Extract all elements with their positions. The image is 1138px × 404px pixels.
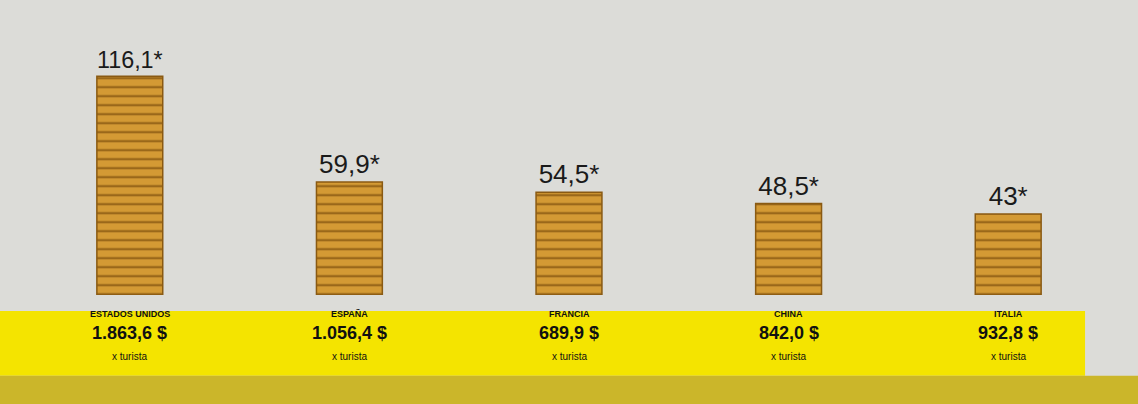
svg-text:48,5*: 48,5* [758,171,819,201]
svg-text:54,5*: 54,5* [539,159,600,189]
svg-text:x turista: x turista [332,351,367,362]
svg-text:CHINA: CHINA [774,309,803,319]
svg-text:1.863,6 $: 1.863,6 $ [92,323,167,343]
svg-text:689,9 $: 689,9 $ [539,323,599,343]
svg-text:ESPAÑA: ESPAÑA [331,309,368,319]
svg-text:932,8 $: 932,8 $ [978,323,1038,343]
svg-text:59,9*: 59,9* [319,149,380,179]
svg-text:1.056,4 $: 1.056,4 $ [312,323,387,343]
svg-text:x turista: x turista [771,351,806,362]
svg-text:x turista: x turista [991,351,1026,362]
svg-text:43*: 43* [989,181,1028,211]
svg-text:x turista: x turista [112,351,147,362]
svg-text:FRANCIA: FRANCIA [549,309,590,319]
svg-text:ITALIA: ITALIA [994,309,1023,319]
svg-text:842,0 $: 842,0 $ [759,323,819,343]
svg-text:x turista: x turista [552,351,587,362]
svg-text:ESTADOS UNIDOS: ESTADOS UNIDOS [90,309,170,319]
svg-text:116,1*: 116,1* [97,47,163,73]
